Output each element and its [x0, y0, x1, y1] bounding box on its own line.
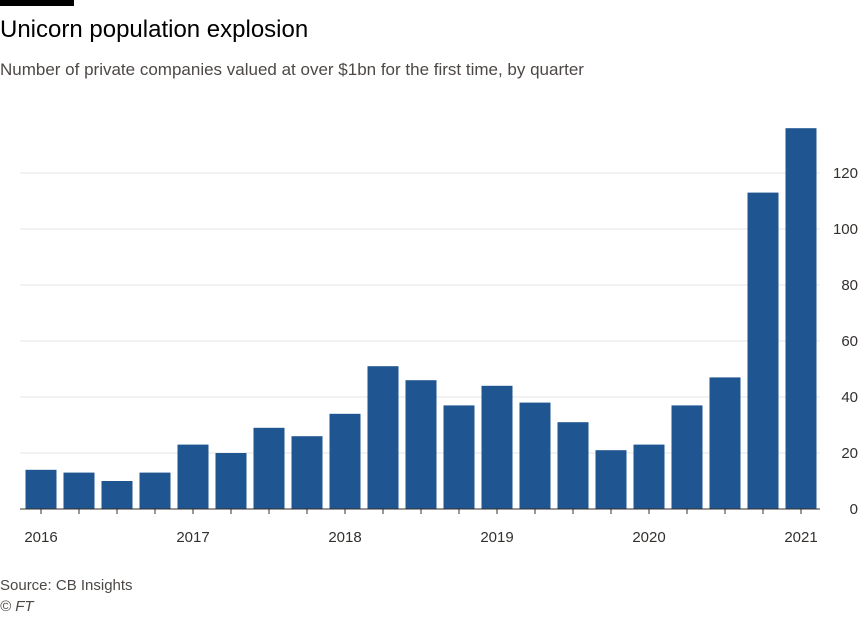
y-tick-label: 0 [850, 501, 858, 518]
bar [215, 453, 247, 509]
bar [785, 128, 817, 509]
x-tick-label: 2020 [632, 529, 665, 546]
x-tick-label: 2016 [24, 529, 57, 546]
y-tick-label: 80 [841, 277, 858, 294]
axes: 0 20 40 60 80 100 120 2016 2017 2018 2019 2020 2021 [20, 165, 858, 546]
bar [405, 380, 437, 509]
bar [177, 444, 209, 509]
bar [139, 472, 171, 509]
x-tick-label: 2017 [176, 529, 209, 546]
chart-subtitle: Number of private companies valued at ov… [0, 60, 584, 79]
bar-chart: 0 20 40 60 80 100 120 2016 2017 2018 2019 2020 2021 [20, 128, 858, 546]
credit-note: © FT [0, 598, 34, 615]
bars [25, 128, 817, 509]
bar [709, 377, 741, 509]
bar [63, 472, 95, 509]
chart-title: Unicorn population explosion [0, 16, 309, 43]
bar [101, 481, 133, 509]
bar [671, 405, 703, 509]
bar [519, 402, 551, 509]
bar [443, 405, 475, 509]
x-tick-label: 2018 [328, 529, 361, 546]
bar [633, 444, 665, 509]
source-note: Source: CB Insights [0, 577, 133, 594]
bar [595, 450, 627, 509]
bar [367, 366, 399, 509]
y-tick-label: 40 [841, 389, 858, 406]
bar [253, 427, 285, 509]
top-rule [0, 0, 74, 6]
x-tick-label: 2021 [784, 529, 817, 546]
bar [481, 385, 513, 509]
y-tick-label: 20 [841, 445, 858, 462]
y-tick-label: 100 [833, 221, 858, 238]
bar [291, 436, 323, 509]
y-tick-label: 60 [841, 333, 858, 350]
bar [25, 469, 57, 509]
bar [747, 192, 779, 509]
bar [329, 413, 361, 509]
x-tick-label: 2019 [480, 529, 513, 546]
bar [557, 422, 589, 509]
y-tick-label: 120 [833, 165, 858, 182]
